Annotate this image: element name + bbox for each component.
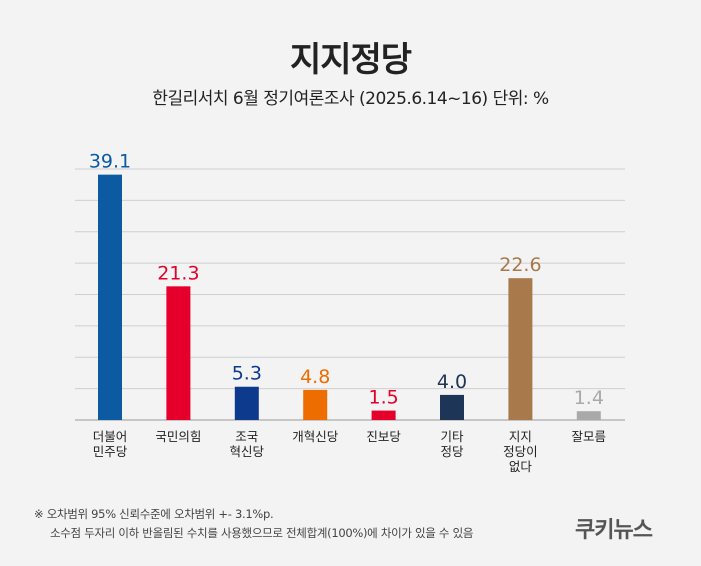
bar-2 <box>234 386 259 420</box>
category-label-6: 없다 <box>509 459 533 474</box>
category-label-0: 더불어 <box>93 429 128 444</box>
data-label-6: 22.6 <box>499 254 541 276</box>
category-label-5: 기타 <box>440 429 464 444</box>
bar-6 <box>508 278 533 420</box>
data-label-7: 1.4 <box>574 387 604 409</box>
data-label-2: 5.3 <box>232 363 262 385</box>
bar-1 <box>166 286 191 420</box>
bar-0 <box>98 174 122 420</box>
data-label-3: 4.8 <box>300 366 330 388</box>
chart-title: 지지정당 <box>289 40 412 80</box>
bar-3 <box>303 389 328 420</box>
chart-subtitle: 한길리서치 6월 정기여론조사 (2025.6.14~16) 단위: % <box>152 89 549 109</box>
note-margin-of-error: ※ 오차범위 95% 신뢰수준에 오차범위 +- 3.1%p. <box>34 507 274 521</box>
logo: 쿠키뉴스 <box>575 518 653 543</box>
bar-5 <box>440 394 464 420</box>
category-label-2: 혁신당 <box>230 444 265 459</box>
category-label-1: 국민의힘 <box>155 429 201 444</box>
category-label-3: 개혁신당 <box>292 429 339 444</box>
note-rounding: 소수점 두자리 이하 반올림된 수치를 사용했으므로 전체합계(100%)에 차… <box>50 526 474 540</box>
category-label-6: 지지 <box>509 429 532 444</box>
data-label-1: 21.3 <box>157 262 199 284</box>
category-label-0: 민주당 <box>93 444 128 459</box>
category-label-5: 정당 <box>440 444 464 459</box>
data-label-5: 4.0 <box>437 371 467 393</box>
category-label-7: 잘모름 <box>572 429 607 444</box>
category-label-6: 정당이 <box>503 444 538 459</box>
category-label-4: 진보당 <box>366 429 401 444</box>
bar-7 <box>576 411 601 420</box>
bar-4 <box>371 410 396 420</box>
category-label-2: 조국 <box>235 429 258 444</box>
data-label-4: 1.5 <box>368 387 398 409</box>
data-label-0: 39.1 <box>89 151 131 173</box>
